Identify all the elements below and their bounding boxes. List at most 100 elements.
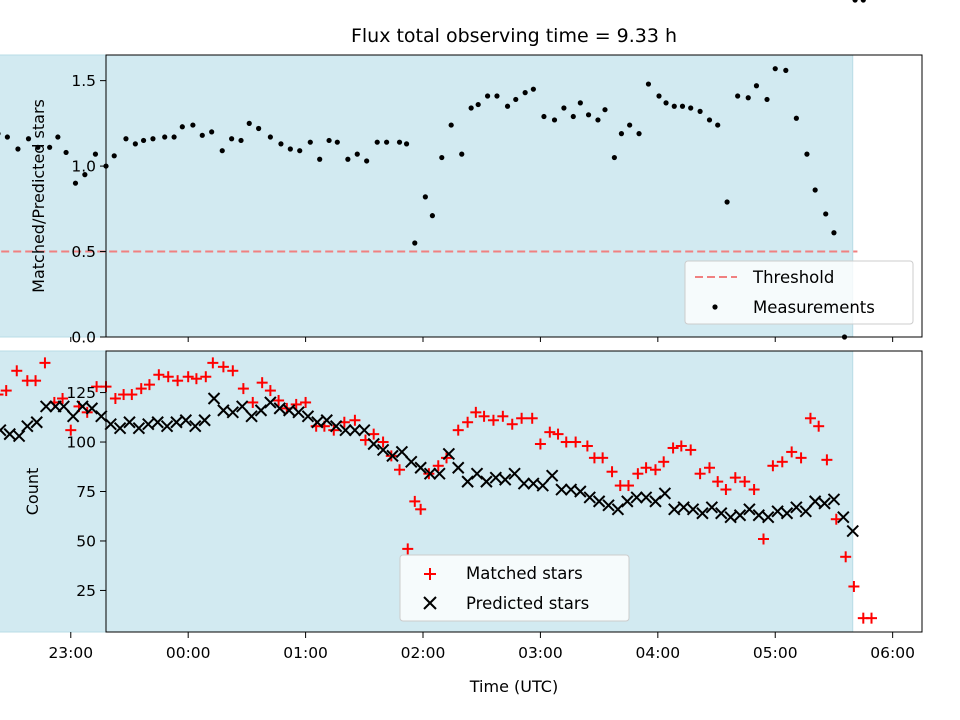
predicted-star-point bbox=[132, 421, 146, 435]
measurement-point bbox=[256, 125, 262, 132]
predicted-star-point bbox=[30, 416, 43, 429]
predicted-star-point bbox=[808, 495, 822, 508]
count-axis-label: Count bbox=[23, 468, 42, 516]
matched-star-point bbox=[126, 389, 138, 401]
measurement-point bbox=[384, 139, 390, 145]
predicted-star-point bbox=[339, 423, 352, 437]
measurement-point bbox=[772, 66, 778, 72]
measurement-point bbox=[585, 112, 592, 118]
ratio-panel: 0.0 0.5 1.0 1.5 Matched/Predicted stars Thr… bbox=[0, 0, 923, 347]
predicted-star-point bbox=[517, 477, 531, 490]
predicted-star-point bbox=[395, 445, 409, 459]
predicted-star-mark-b bbox=[414, 461, 427, 474]
predicted-star-point bbox=[57, 400, 70, 413]
predicted-star-point bbox=[301, 410, 315, 423]
predicted-star-mark-b bbox=[621, 495, 634, 508]
predicted-star-point bbox=[846, 524, 859, 538]
predicted-star-mark-b bbox=[452, 461, 465, 474]
predicted-star-mark-b bbox=[846, 524, 859, 538]
measurement-point bbox=[179, 124, 185, 130]
predicted-star-mark-b bbox=[0, 423, 7, 432]
matched-star-point bbox=[526, 412, 538, 424]
predicted-star-point bbox=[0, 423, 7, 437]
measurement-point bbox=[364, 158, 370, 164]
measurement-point bbox=[530, 86, 536, 92]
measurement-point bbox=[735, 93, 741, 99]
measurement-point bbox=[745, 95, 751, 101]
matched-star-point bbox=[640, 462, 652, 474]
predicted-star-point bbox=[527, 477, 540, 490]
matched-star-point bbox=[0, 385, 12, 397]
predicted-star-mark-b bbox=[630, 491, 643, 504]
predicted-star-point bbox=[743, 503, 756, 516]
predicted-star-point bbox=[405, 455, 418, 469]
matched-star-point bbox=[729, 472, 741, 484]
predicted-star-mark-b bbox=[113, 421, 127, 435]
predicted-star-mark-b bbox=[592, 495, 606, 508]
time-tick-label: 02:00 bbox=[401, 644, 446, 662]
measurement-point bbox=[171, 134, 177, 140]
predicted-star-point bbox=[104, 418, 117, 431]
matched-star-point bbox=[409, 495, 421, 507]
predicted-star-mark-b bbox=[536, 479, 549, 492]
predicted-star-point bbox=[282, 404, 296, 417]
predicted-star-mark-b bbox=[743, 503, 756, 516]
matched-star-point bbox=[65, 424, 77, 436]
matched-star-point bbox=[300, 396, 312, 408]
time-tick-label: 03:00 bbox=[518, 644, 563, 662]
measurement-point bbox=[267, 134, 273, 140]
predicted-star-mark-b bbox=[329, 419, 343, 433]
predicted-star-point bbox=[611, 503, 625, 516]
measurement-point bbox=[831, 230, 837, 236]
legend-measurements-label: Measurements bbox=[753, 298, 875, 317]
measurement-point bbox=[541, 113, 547, 120]
measurement-point bbox=[35, 144, 41, 150]
measurement-point bbox=[753, 83, 760, 89]
measurement-point bbox=[140, 137, 147, 144]
time-tick-label: 04:00 bbox=[635, 644, 680, 662]
ratio-legend-box bbox=[684, 260, 914, 325]
measurement-point bbox=[238, 137, 244, 144]
predicted-star-point bbox=[329, 419, 343, 433]
predicted-star-mark-b bbox=[142, 418, 155, 431]
predicted-star-point bbox=[602, 499, 615, 512]
matched-star-point bbox=[560, 436, 572, 448]
predicted-star-mark-b bbox=[517, 477, 531, 490]
predicted-star-point bbox=[386, 449, 399, 463]
predicted-star-point bbox=[348, 423, 362, 437]
predicted-star-mark-b bbox=[57, 400, 70, 413]
matched-star-point bbox=[109, 392, 121, 404]
predicted-star-point bbox=[470, 467, 484, 480]
matched-star-point bbox=[581, 440, 593, 452]
predicted-star-point bbox=[649, 495, 662, 508]
predicted-star-point bbox=[452, 461, 465, 474]
predicted-star-point bbox=[574, 485, 587, 498]
matched-star-point bbox=[182, 371, 194, 383]
measurement-point bbox=[793, 115, 799, 121]
predicted-star-mark-b bbox=[217, 404, 230, 417]
predicted-star-mark-b bbox=[151, 416, 164, 429]
count-panel: 25 50 75 100 125 Count Matched stars Predict… bbox=[0, 350, 923, 633]
predicted-star-mark-b bbox=[423, 467, 437, 480]
measurement-point bbox=[297, 148, 303, 154]
predicted-star-mark-b bbox=[555, 483, 568, 496]
predicted-star-point bbox=[179, 414, 193, 427]
predicted-star-point bbox=[311, 416, 324, 429]
measurement-point bbox=[724, 199, 730, 205]
predicted-star-point bbox=[39, 400, 53, 413]
predicted-star-point bbox=[442, 447, 456, 461]
matched-star-point bbox=[497, 410, 509, 422]
predicted-star-mark-b bbox=[245, 410, 258, 423]
predicted-star-point bbox=[376, 443, 390, 457]
matched-star-point bbox=[685, 444, 697, 456]
predicted-star-point bbox=[292, 406, 305, 419]
predicted-star-point bbox=[21, 419, 34, 433]
matched-star-point bbox=[153, 369, 165, 381]
predicted-star-mark-b bbox=[292, 406, 305, 419]
measurement-point bbox=[504, 103, 511, 109]
matched-star-point bbox=[91, 381, 103, 393]
ratio-tick-label: 0.5 bbox=[71, 243, 96, 261]
measurement-point bbox=[484, 93, 491, 99]
matched-star-point bbox=[712, 476, 724, 488]
predicted-star-mark-b bbox=[480, 475, 493, 488]
